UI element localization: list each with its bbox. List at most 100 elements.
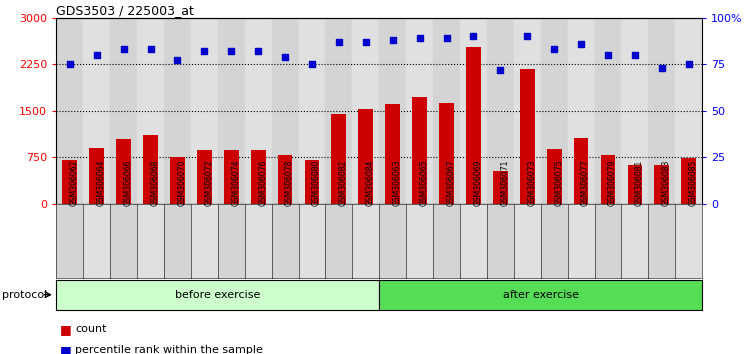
Bar	[137, 18, 164, 204]
Text: GSM306065: GSM306065	[420, 159, 429, 206]
Bar	[358, 109, 373, 204]
Point	[467, 33, 479, 39]
Bar	[325, 18, 352, 204]
Text: protocol: protocol	[2, 290, 47, 300]
Bar	[170, 157, 185, 204]
Point	[683, 61, 695, 67]
Bar	[439, 103, 454, 204]
Text: percentile rank within the sample: percentile rank within the sample	[75, 346, 263, 354]
Bar	[116, 138, 131, 204]
Text: GSM306075: GSM306075	[554, 159, 563, 206]
Bar	[466, 47, 481, 204]
Point	[279, 54, 291, 59]
Text: GSM306076: GSM306076	[258, 159, 267, 206]
Point	[602, 52, 614, 58]
Bar	[648, 18, 675, 204]
Point	[171, 58, 183, 63]
Text: GDS3503 / 225003_at: GDS3503 / 225003_at	[56, 4, 195, 17]
Text: GSM306077: GSM306077	[581, 159, 590, 206]
Bar	[675, 18, 702, 204]
Bar	[56, 18, 83, 204]
Bar	[433, 18, 460, 204]
Bar	[379, 18, 406, 204]
Bar	[412, 97, 427, 204]
Bar	[197, 150, 212, 204]
Text: GSM306070: GSM306070	[177, 159, 186, 206]
Text: before exercise: before exercise	[175, 290, 261, 300]
Point	[144, 46, 156, 52]
Point	[387, 37, 399, 43]
Bar	[541, 18, 568, 204]
Text: GSM306085: GSM306085	[689, 159, 698, 206]
Bar	[191, 18, 218, 204]
Point	[91, 52, 103, 58]
Point	[198, 48, 210, 54]
Bar	[520, 69, 535, 204]
Point	[494, 67, 506, 73]
Text: GSM306064: GSM306064	[97, 159, 106, 206]
Text: GSM306074: GSM306074	[231, 159, 240, 206]
Bar	[352, 18, 379, 204]
Point	[306, 61, 318, 67]
Text: GSM306081: GSM306081	[635, 160, 644, 206]
Text: GSM306080: GSM306080	[312, 159, 321, 206]
Text: GSM306062: GSM306062	[70, 159, 79, 206]
Bar	[574, 138, 589, 204]
Text: ■: ■	[60, 344, 72, 354]
Text: GSM306066: GSM306066	[124, 159, 133, 206]
Text: GSM306072: GSM306072	[204, 159, 213, 206]
Point	[118, 46, 130, 52]
Bar	[245, 18, 272, 204]
Bar	[251, 150, 266, 204]
Point	[414, 35, 426, 41]
Point	[575, 41, 587, 46]
Bar	[299, 18, 325, 204]
Point	[360, 39, 372, 45]
Bar	[331, 114, 346, 204]
Bar	[568, 18, 595, 204]
Text: GSM306078: GSM306078	[285, 159, 294, 206]
Bar	[143, 135, 158, 204]
Point	[521, 33, 533, 39]
Bar	[514, 18, 541, 204]
Bar	[487, 18, 514, 204]
Point	[441, 35, 453, 41]
Bar	[83, 18, 110, 204]
Point	[333, 39, 345, 45]
Text: GSM306083: GSM306083	[662, 159, 671, 206]
Text: after exercise: after exercise	[502, 290, 579, 300]
Text: count: count	[75, 324, 107, 334]
Bar	[547, 149, 562, 204]
Text: GSM306071: GSM306071	[500, 159, 509, 206]
Point	[225, 48, 237, 54]
Text: GSM306067: GSM306067	[447, 159, 456, 206]
Bar	[89, 148, 104, 204]
Point	[64, 61, 76, 67]
Bar	[385, 104, 400, 204]
Bar	[218, 18, 245, 204]
Bar	[654, 165, 669, 204]
Bar	[406, 18, 433, 204]
Text: GSM306063: GSM306063	[393, 159, 402, 206]
Bar	[460, 18, 487, 204]
Bar	[595, 18, 622, 204]
Text: GSM306084: GSM306084	[366, 159, 375, 206]
Text: ■: ■	[60, 323, 72, 336]
Bar	[224, 150, 239, 204]
Text: GSM306068: GSM306068	[150, 159, 159, 206]
Point	[629, 52, 641, 58]
Bar	[272, 18, 299, 204]
Point	[548, 46, 560, 52]
Bar	[110, 18, 137, 204]
Bar	[164, 18, 191, 204]
Bar	[62, 160, 77, 204]
Bar	[278, 155, 292, 204]
Text: GSM306069: GSM306069	[473, 159, 482, 206]
Bar	[493, 171, 508, 204]
Bar	[622, 18, 648, 204]
Text: GSM306073: GSM306073	[527, 159, 536, 206]
Text: GSM306079: GSM306079	[608, 159, 617, 206]
Bar	[305, 160, 319, 204]
Point	[252, 48, 264, 54]
Point	[656, 65, 668, 71]
